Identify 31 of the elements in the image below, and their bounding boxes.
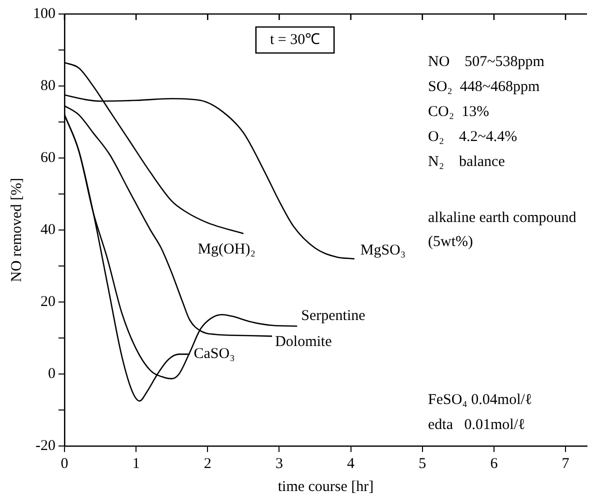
x-tick-label: 4 <box>347 456 356 472</box>
x-tick-label: 0 <box>60 456 68 472</box>
x-tick-label: 5 <box>418 456 426 472</box>
annotation: edta 0.01mol/ℓ <box>428 416 526 433</box>
annotation: FeSO₄ 0.04mol/ℓ <box>428 392 532 408</box>
x-tick-label: 3 <box>275 456 283 472</box>
annotation: t = 30℃ <box>270 32 320 48</box>
series-label: MgSO₃ <box>360 242 406 259</box>
annotation: N₂ balance <box>428 154 506 170</box>
y-tick-label: 0 <box>48 366 56 382</box>
annotation: SO₂ 448~468ppm <box>428 78 540 95</box>
x-tick-label: 6 <box>490 456 498 472</box>
series-label: Serpentine <box>301 308 366 324</box>
y-tick-label: 100 <box>33 6 56 22</box>
y-tick-label: -20 <box>36 438 56 454</box>
annotation: O₂ 4.2~4.4% <box>428 128 518 145</box>
y-tick-label: 40 <box>40 222 56 238</box>
annotation: CO₂ 13% <box>428 104 490 120</box>
x-tick-label: 7 <box>562 456 570 472</box>
x-tick-label: 2 <box>204 456 212 472</box>
annotation: alkaline earth compound (5wt%) <box>428 210 577 250</box>
series-label: Mg(OH)₂ <box>198 242 256 258</box>
annotation: NO 507~538ppm <box>428 54 545 70</box>
series-label: CaSO₃ <box>194 346 235 362</box>
x-axis-title: time course [hr] <box>278 478 374 495</box>
x-tick-label: 1 <box>132 456 140 472</box>
y-tick-label: 20 <box>40 294 56 310</box>
series-label: Dolomite <box>275 334 332 350</box>
y-axis-title: NO removed [%] <box>8 178 25 282</box>
y-tick-label: 60 <box>40 150 56 166</box>
y-tick-label: 80 <box>40 78 56 94</box>
